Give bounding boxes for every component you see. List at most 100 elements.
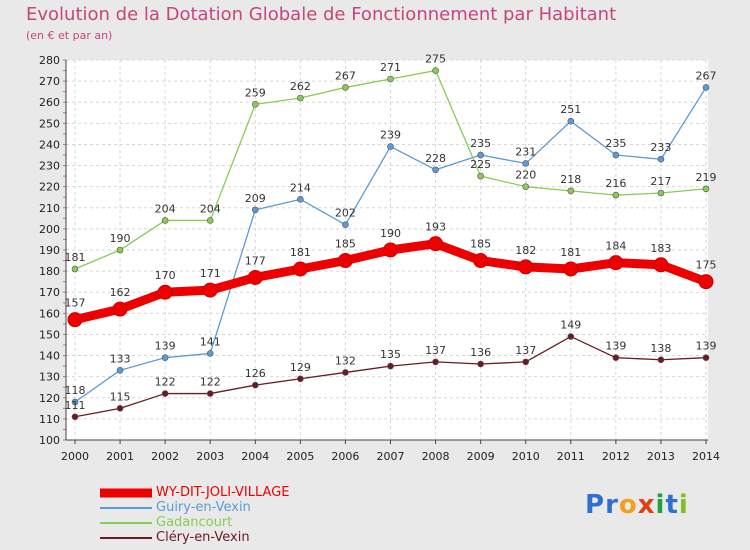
data-label: 267 xyxy=(696,69,717,82)
data-label: 139 xyxy=(155,340,176,353)
y-tick-label: 150 xyxy=(39,328,60,341)
data-point xyxy=(522,183,530,190)
data-point xyxy=(567,333,575,340)
data-point xyxy=(206,350,214,357)
y-tick-label: 250 xyxy=(39,117,60,130)
x-tick-label: 2000 xyxy=(61,450,89,463)
y-tick-label: 180 xyxy=(39,265,60,278)
data-point xyxy=(161,217,169,224)
data-point xyxy=(387,75,394,83)
chart-subtitle: (en € et par an) xyxy=(26,29,113,42)
legend-swatch xyxy=(100,536,152,539)
logo-letter: x xyxy=(637,490,656,520)
data-label: 111 xyxy=(65,399,86,412)
data-label: 181 xyxy=(560,246,581,259)
data-point xyxy=(161,354,169,361)
x-tick-label: 2006 xyxy=(331,450,359,463)
x-tick-label: 2014 xyxy=(692,450,720,463)
x-tick-label: 2010 xyxy=(512,450,540,463)
data-point xyxy=(71,398,79,406)
data-label: 185 xyxy=(470,238,491,251)
data-label: 275 xyxy=(425,53,446,66)
x-tick-label: 2008 xyxy=(422,450,450,463)
data-label: 132 xyxy=(335,354,356,367)
legend-label: Guiry-en-Vexin xyxy=(156,500,251,515)
data-point xyxy=(247,269,263,285)
data-label: 267 xyxy=(335,69,356,82)
data-point xyxy=(297,94,304,102)
data-point xyxy=(477,172,484,180)
data-point xyxy=(297,375,304,383)
data-label: 204 xyxy=(155,202,176,215)
data-point xyxy=(383,242,398,258)
data-point xyxy=(251,381,259,389)
data-label: 219 xyxy=(696,171,717,184)
chart-title: Evolution de la Dotation Globale de Fonc… xyxy=(26,4,617,25)
data-label: 218 xyxy=(560,173,581,186)
data-label: 214 xyxy=(290,181,311,194)
legend-label: WY-DIT-JOLI-VILLAGE xyxy=(156,485,290,500)
legend-swatch xyxy=(100,521,152,524)
data-label: 118 xyxy=(65,384,86,397)
logo-letter: o xyxy=(618,490,638,520)
data-label: 235 xyxy=(605,137,626,150)
data-label: 126 xyxy=(245,367,266,380)
data-label: 129 xyxy=(290,361,311,374)
y-tick-label: 240 xyxy=(39,138,60,151)
x-tick-label: 2013 xyxy=(647,450,675,463)
data-point xyxy=(612,151,620,159)
legend-label: Cléry-en-Vexin xyxy=(156,530,250,545)
data-point xyxy=(342,84,349,91)
data-label: 225 xyxy=(470,158,491,171)
y-tick-label: 280 xyxy=(39,54,60,67)
x-tick-label: 2009 xyxy=(467,450,495,463)
data-point xyxy=(297,196,304,203)
x-tick-label: 2004 xyxy=(241,450,269,463)
y-tick-label: 210 xyxy=(39,202,60,215)
data-point xyxy=(337,253,353,269)
data-point xyxy=(116,405,124,412)
logo-letter: i xyxy=(655,490,666,520)
data-point xyxy=(161,390,169,397)
data-label: 122 xyxy=(155,376,176,389)
y-tick-label: 120 xyxy=(39,392,60,405)
data-point xyxy=(116,246,124,254)
legend-swatch xyxy=(100,506,152,509)
y-tick-label: 110 xyxy=(39,413,60,426)
data-point xyxy=(206,390,214,397)
data-point xyxy=(157,284,173,300)
data-point xyxy=(116,367,124,374)
data-label: 184 xyxy=(605,240,626,253)
data-point xyxy=(292,261,308,277)
data-point xyxy=(702,185,710,193)
data-label: 115 xyxy=(110,390,131,403)
y-tick-label: 270 xyxy=(39,75,60,88)
data-label: 235 xyxy=(470,137,491,150)
data-label: 137 xyxy=(425,344,446,357)
data-label: 220 xyxy=(515,169,536,182)
data-label: 190 xyxy=(110,232,131,245)
data-label: 136 xyxy=(470,346,491,359)
data-label: 175 xyxy=(696,259,717,272)
y-tick-label: 200 xyxy=(39,223,60,236)
data-point xyxy=(71,413,79,421)
data-label: 251 xyxy=(560,103,581,116)
data-label: 171 xyxy=(200,267,221,280)
data-point xyxy=(657,155,665,163)
data-label: 202 xyxy=(335,207,356,220)
data-point xyxy=(432,358,439,366)
data-point xyxy=(702,84,710,91)
y-tick-label: 140 xyxy=(39,350,60,363)
data-label: 122 xyxy=(200,376,221,389)
y-tick-label: 260 xyxy=(39,96,60,109)
x-tick-label: 2012 xyxy=(602,450,630,463)
data-point xyxy=(202,282,218,298)
data-label: 162 xyxy=(110,286,131,299)
data-label: 182 xyxy=(515,244,536,257)
data-label: 137 xyxy=(515,344,536,357)
x-tick-label: 2001 xyxy=(106,450,134,463)
data-label: 259 xyxy=(245,86,266,99)
data-label: 209 xyxy=(245,192,266,205)
